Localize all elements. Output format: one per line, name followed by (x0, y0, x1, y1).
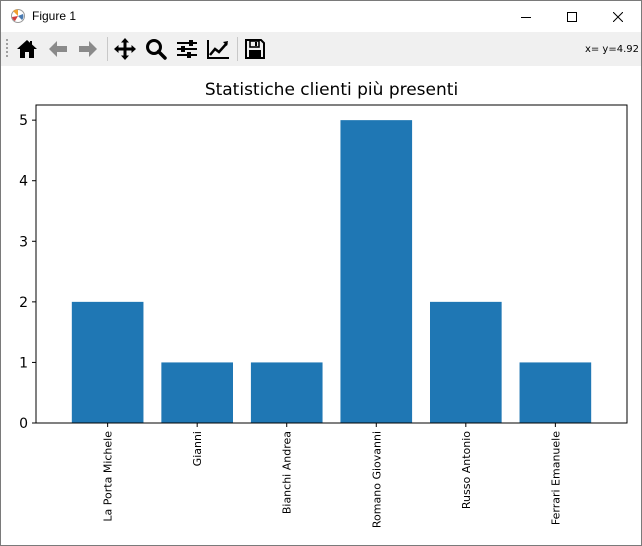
arrow-right-icon (79, 41, 97, 57)
bar-chart[interactable]: Statistiche clienti più presenti 0 1 2 3 4 5 La… (1, 66, 641, 545)
x-tick-label: Romano Giovanni (370, 431, 383, 528)
navigation-toolbar: x= y=4.92 (1, 32, 641, 66)
home-icon (17, 40, 37, 58)
title-bar[interactable]: Figure 1 (1, 1, 641, 32)
home-button[interactable] (14, 36, 40, 62)
maximize-icon (567, 11, 577, 22)
bar (430, 301, 502, 423)
minimize-button[interactable] (503, 1, 549, 32)
axes-frame (35, 104, 628, 424)
figure-canvas[interactable]: Statistiche clienti più presenti 0 1 2 3 4 5 La… (1, 66, 641, 545)
zoom-button[interactable] (143, 36, 169, 62)
toolbar-separator (107, 37, 108, 61)
magnifier-icon (146, 39, 167, 60)
y-tick-label: 1 (19, 355, 28, 371)
x-tick-label: La Porta Michele (102, 431, 115, 522)
pan-button[interactable] (112, 36, 138, 62)
toolbar-grip-icon[interactable] (6, 38, 8, 60)
minimize-icon (521, 16, 531, 18)
y-tick-label: 4 (19, 174, 28, 190)
y-tick-label: 0 (19, 416, 28, 432)
maximize-button[interactable] (549, 1, 595, 32)
cursor-coordinates: x= y=4.92 (584, 44, 639, 55)
back-button[interactable] (45, 36, 71, 62)
bar (340, 120, 413, 423)
bar (250, 362, 323, 423)
close-icon (613, 11, 623, 22)
x-tick-label: Russo Antonio (460, 431, 473, 509)
save-button[interactable] (242, 36, 268, 62)
y-tick-label: 2 (19, 295, 28, 311)
x-tick-label: Gianni (191, 431, 204, 466)
y-tick-label: 5 (19, 113, 28, 129)
line-chart-icon (207, 40, 229, 59)
sliders-icon (177, 40, 197, 58)
toolbar-separator (237, 37, 238, 61)
window-title: Figure 1 (32, 9, 77, 23)
x-tick-label: Ferrari Emanuele (549, 431, 562, 525)
axes-button[interactable] (205, 36, 231, 62)
chart-title: Statistiche clienti più presenti (205, 80, 458, 100)
floppy-disk-icon (245, 39, 265, 59)
subplots-button[interactable] (174, 36, 200, 62)
move-icon (114, 38, 136, 60)
bar (519, 362, 592, 423)
close-button[interactable] (595, 1, 641, 32)
arrow-left-icon (49, 41, 67, 57)
forward-button[interactable] (75, 36, 101, 62)
bar (71, 301, 144, 423)
matplotlib-app-icon (10, 8, 26, 24)
y-tick-label: 3 (19, 234, 28, 250)
bar (161, 362, 233, 423)
x-tick-label: Bianchi Andrea (281, 431, 294, 514)
